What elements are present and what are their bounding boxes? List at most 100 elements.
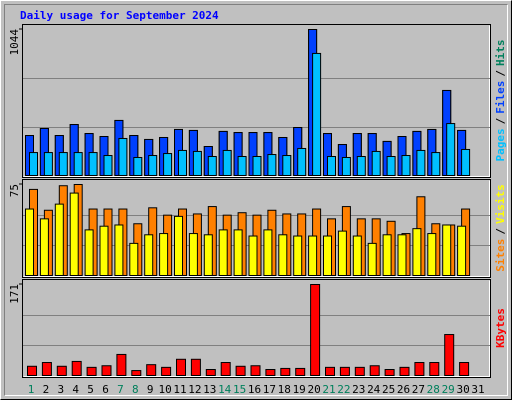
x-tick-label: 4 bbox=[72, 383, 79, 396]
bar bbox=[161, 366, 172, 376]
x-tick-label: 13 bbox=[203, 383, 216, 396]
bar bbox=[192, 150, 202, 177]
bar bbox=[446, 123, 456, 176]
bar bbox=[297, 147, 307, 177]
x-tick-label: 22 bbox=[337, 383, 350, 396]
bar bbox=[339, 366, 350, 376]
bar bbox=[341, 156, 351, 176]
bar bbox=[176, 358, 186, 377]
bar bbox=[323, 235, 332, 277]
bar bbox=[207, 156, 217, 177]
x-tick-label: 28 bbox=[427, 383, 440, 396]
x-tick-label: 14 bbox=[218, 383, 232, 396]
x-tick-label: 26 bbox=[397, 383, 410, 396]
x-tick-label: 2 bbox=[43, 383, 50, 396]
bar bbox=[41, 362, 52, 376]
bar bbox=[29, 152, 38, 176]
bar bbox=[248, 235, 258, 277]
legend: KBytes bbox=[494, 308, 507, 348]
bar bbox=[280, 367, 291, 376]
bar bbox=[56, 365, 67, 376]
bar bbox=[174, 215, 183, 276]
bar bbox=[325, 366, 335, 376]
bar bbox=[73, 152, 83, 176]
bar bbox=[84, 229, 94, 277]
bevel bbox=[4, 4, 508, 396]
bar bbox=[71, 360, 82, 376]
bar bbox=[88, 152, 98, 176]
bar bbox=[131, 370, 142, 377]
panel-bevel bbox=[23, 180, 490, 277]
bar bbox=[220, 362, 231, 376]
x-tick-label: 5 bbox=[87, 383, 94, 396]
bar bbox=[416, 149, 426, 177]
bar bbox=[25, 208, 34, 277]
bar bbox=[146, 364, 157, 377]
bar bbox=[205, 369, 216, 377]
bar bbox=[444, 334, 455, 377]
bar bbox=[101, 365, 112, 377]
bar bbox=[190, 358, 201, 377]
bar bbox=[429, 362, 440, 376]
legend: Pages / Files / Hits bbox=[494, 40, 507, 162]
bar bbox=[58, 152, 68, 176]
legend-entry: Sites bbox=[494, 239, 507, 272]
bar bbox=[397, 234, 407, 276]
bar bbox=[252, 156, 262, 177]
legend-separator: / bbox=[494, 117, 507, 124]
bar bbox=[386, 156, 396, 177]
legend-entry: KBytes bbox=[494, 308, 507, 348]
bar bbox=[263, 229, 273, 277]
bar bbox=[148, 155, 158, 176]
x-tick-label: 11 bbox=[173, 383, 186, 396]
y-tick-label: 75 bbox=[8, 184, 21, 197]
bar bbox=[412, 228, 422, 277]
bar bbox=[308, 235, 318, 277]
x-tick-label: 15 bbox=[233, 383, 246, 396]
bar bbox=[399, 366, 410, 376]
bar bbox=[384, 369, 395, 377]
bar bbox=[295, 367, 306, 376]
bar bbox=[371, 150, 381, 177]
legend-separator: / bbox=[494, 70, 507, 77]
bar bbox=[54, 203, 64, 276]
bar bbox=[144, 234, 154, 276]
bar bbox=[99, 225, 109, 276]
bar bbox=[86, 366, 97, 376]
bar bbox=[129, 242, 139, 277]
y-tick-label: 171 bbox=[8, 284, 21, 304]
bar bbox=[327, 156, 336, 177]
legend-entry: Pages bbox=[494, 128, 507, 161]
bar bbox=[369, 365, 380, 377]
x-tick-label: 29 bbox=[442, 383, 455, 396]
bar bbox=[118, 137, 128, 176]
bar bbox=[442, 224, 452, 276]
x-tick-label: 17 bbox=[263, 383, 276, 396]
bar bbox=[459, 362, 470, 376]
x-tick-label: 30 bbox=[456, 383, 469, 396]
x-tick-label: 6 bbox=[102, 383, 109, 396]
bar bbox=[103, 155, 113, 176]
bar bbox=[414, 362, 425, 376]
bar bbox=[352, 235, 362, 277]
bar bbox=[367, 242, 377, 277]
chart-title: Daily usage for September 2024 bbox=[20, 9, 219, 22]
bar bbox=[188, 233, 198, 276]
legend-entry: Hits bbox=[494, 40, 507, 67]
panel bbox=[22, 279, 491, 378]
x-tick-label: 31 bbox=[471, 383, 484, 396]
bar bbox=[69, 192, 79, 276]
bar bbox=[310, 284, 321, 376]
bar bbox=[337, 230, 347, 276]
bar bbox=[265, 369, 276, 377]
bar bbox=[354, 366, 365, 376]
bar bbox=[133, 156, 143, 176]
bar bbox=[159, 233, 169, 276]
bar bbox=[431, 152, 441, 176]
x-tick-label: 19 bbox=[293, 383, 306, 396]
legend: Sites / Visits bbox=[494, 184, 507, 272]
bar bbox=[163, 153, 173, 176]
bar bbox=[461, 148, 471, 176]
bar bbox=[218, 229, 228, 277]
legend-separator: / bbox=[494, 228, 507, 235]
